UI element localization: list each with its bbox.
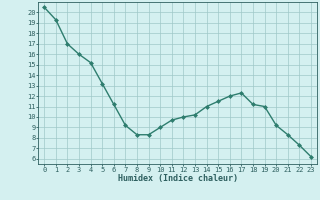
X-axis label: Humidex (Indice chaleur): Humidex (Indice chaleur) bbox=[118, 174, 238, 183]
